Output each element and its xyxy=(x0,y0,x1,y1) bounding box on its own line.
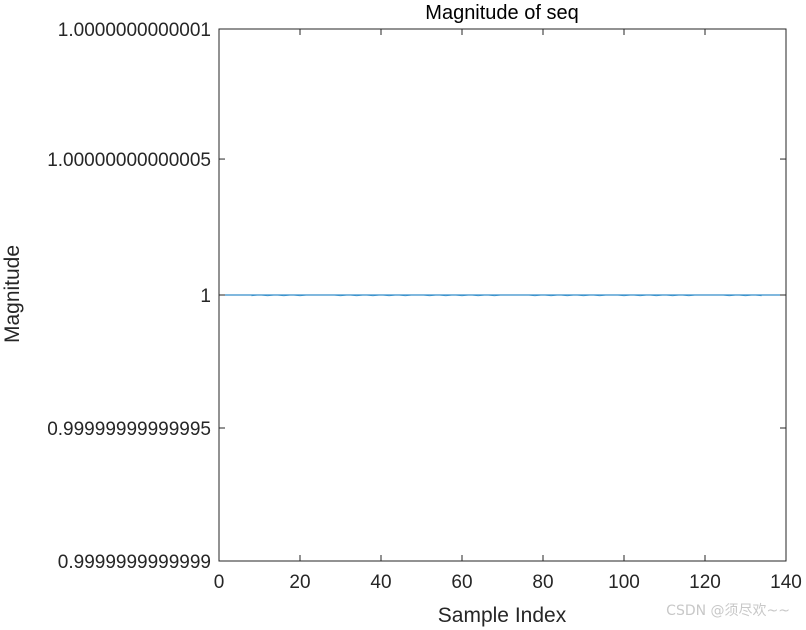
x-tick-label: 20 xyxy=(289,572,310,593)
y-tick-label: 1.00000000000005 xyxy=(47,150,211,171)
y-tick-label: 1.0000000000001 xyxy=(58,20,211,41)
y-axis-title: Magnitude xyxy=(1,245,24,343)
series-layer xyxy=(219,294,786,297)
watermark: CSDN @须尽欢~~ xyxy=(666,603,790,619)
x-tick-label: 0 xyxy=(214,572,225,593)
y-tick-label: 0.9999999999999 xyxy=(58,552,211,573)
y-axis-ticks: 0.9999999999999 0.99999999999995 1 1.000000… xyxy=(47,20,786,573)
x-tick-label: 60 xyxy=(451,572,472,593)
x-tick-label: 40 xyxy=(370,572,391,593)
x-axis-ticks: 0 20 40 60 80 100 120 140 xyxy=(214,29,802,593)
series-ripple-0 xyxy=(251,294,762,297)
x-tick-label: 80 xyxy=(532,572,553,593)
x-tick-label: 120 xyxy=(689,572,721,593)
chart-title: Magnitude of seq xyxy=(425,2,578,24)
x-tick-label: 100 xyxy=(608,572,640,593)
x-tick-label: 140 xyxy=(770,572,802,593)
x-axis-title: Sample Index xyxy=(438,604,567,627)
y-tick-label: 1 xyxy=(200,286,211,307)
y-tick-label: 0.99999999999995 xyxy=(47,419,211,440)
